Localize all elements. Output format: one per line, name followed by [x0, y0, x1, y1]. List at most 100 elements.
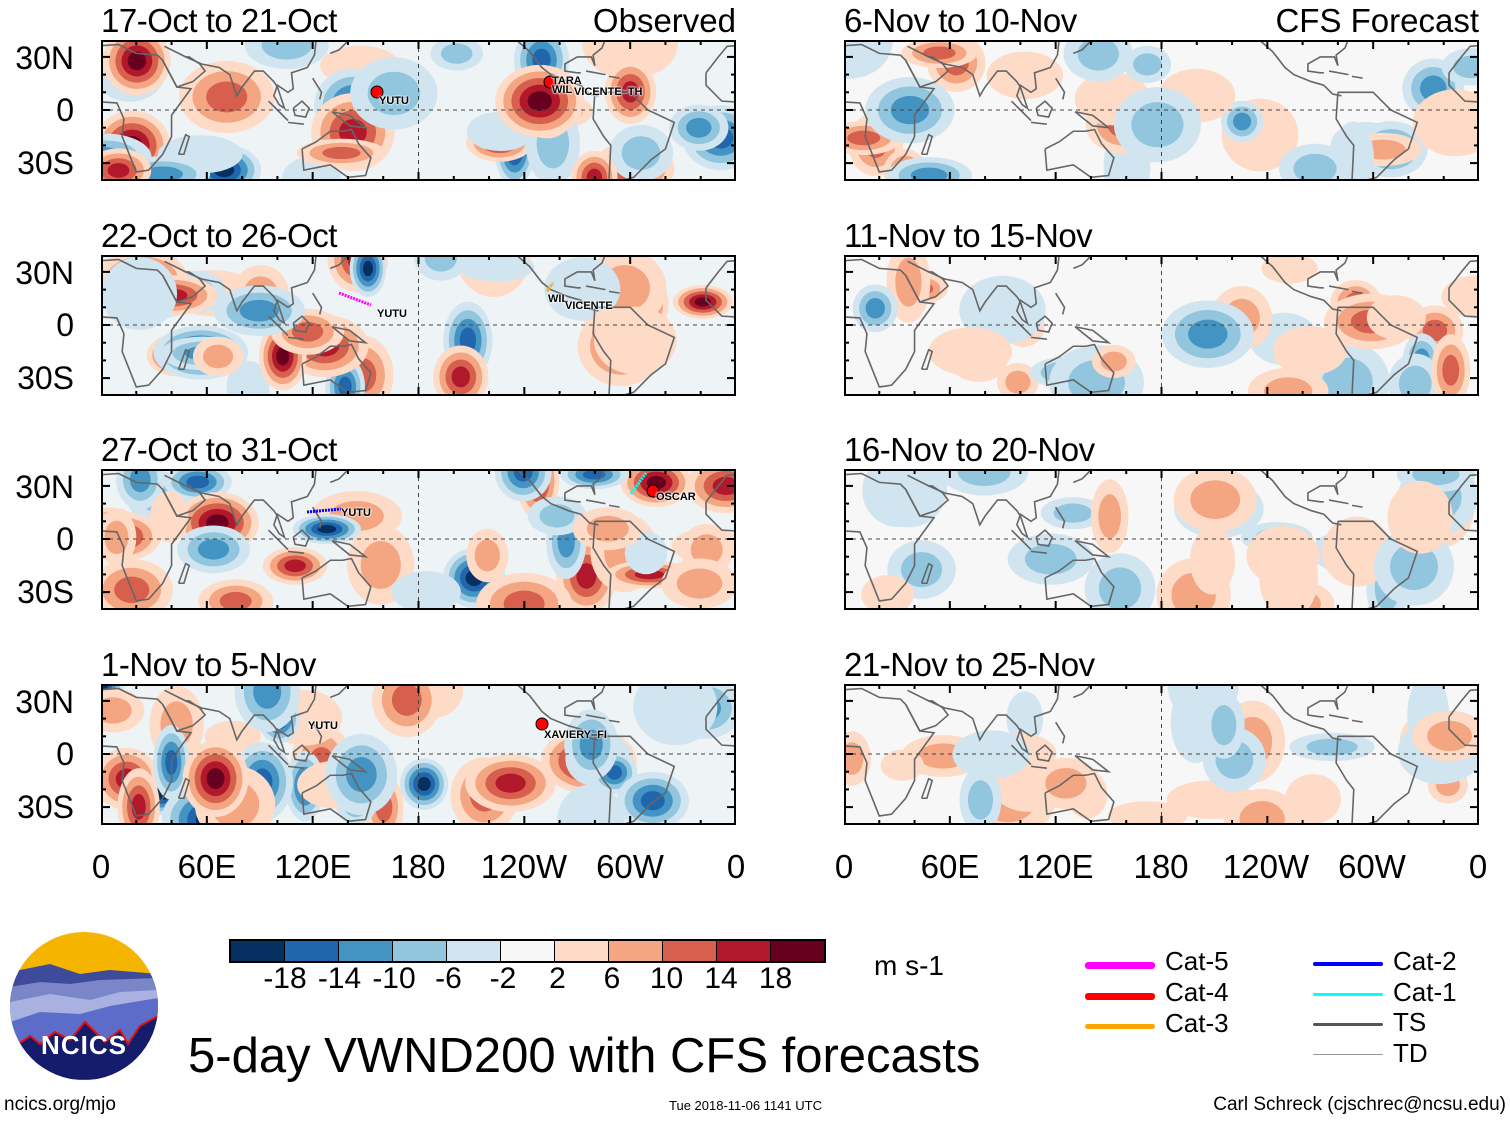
lat-label: 0: [56, 521, 74, 557]
coastline: [928, 684, 1060, 755]
coastline: [564, 255, 607, 289]
contour-blob: [844, 40, 893, 79]
site-url[interactable]: ncics.org/mjo: [4, 1094, 116, 1115]
contour-blob: [582, 469, 606, 480]
lon-label: 0: [91, 848, 111, 885]
storm-track: [629, 472, 648, 495]
lat-axis: 30N 0 30S: [0, 469, 74, 610]
contour-blob: [1189, 526, 1236, 595]
contour-blob: [1100, 351, 1127, 372]
contour-blob: [107, 163, 130, 178]
coastline: [1328, 499, 1349, 505]
coastline: [301, 557, 372, 608]
coastline: [1044, 343, 1115, 394]
panel-title: 27-Oct to 31-Oct: [101, 431, 337, 468]
coastline: [1351, 75, 1363, 79]
contour-blob: [1246, 526, 1320, 586]
coastline: [311, 77, 323, 100]
vwnd-field: [844, 40, 1479, 181]
coastline: [608, 290, 620, 294]
storm-label: OSCAR: [656, 491, 696, 503]
coastline: [1035, 744, 1054, 762]
contour-blob: [503, 590, 545, 610]
coastline: [1074, 539, 1112, 558]
coastline: [101, 687, 193, 817]
contour-blob: [206, 768, 225, 790]
lat-label: 0: [56, 92, 74, 128]
legend-line: [1313, 962, 1383, 966]
coastline: [331, 110, 369, 129]
coastline: [1044, 557, 1115, 608]
contour-blob: [284, 559, 306, 573]
contour-blob: [576, 563, 597, 589]
lon-label: 60W: [596, 848, 664, 885]
vwnd-field: [101, 684, 736, 825]
coastline: [185, 40, 317, 111]
contour-blob: [127, 51, 147, 71]
contour-blob: [1427, 720, 1472, 752]
coastline: [564, 40, 607, 74]
coastline: [1351, 290, 1363, 294]
coastline: [185, 684, 317, 755]
contour-blob: [346, 757, 377, 792]
observed-label: Observed: [592, 2, 736, 39]
coastline: [920, 562, 934, 585]
contour-blob: [360, 541, 401, 589]
legend-line: [1085, 993, 1155, 1000]
coastline: [844, 472, 936, 602]
contour-blob: [579, 729, 603, 760]
colorbar-label: 18: [758, 962, 793, 995]
coastline: [101, 43, 193, 173]
coastline: [1035, 100, 1054, 118]
lon-label: 120W: [1222, 848, 1310, 885]
contour-blob: [694, 297, 711, 307]
coastline: [1054, 506, 1066, 529]
contour-blob: [1285, 774, 1341, 824]
contour-blob: [1133, 53, 1162, 76]
coastline: [1258, 40, 1342, 97]
panel-title: 1-Nov to 5-Nov: [101, 646, 316, 683]
contour-blob: [686, 117, 712, 138]
coastline: [331, 539, 369, 558]
coastline: [1351, 719, 1363, 723]
vwnd-field: [101, 255, 736, 396]
colorbar-label: 10: [649, 962, 684, 995]
coastline: [292, 529, 311, 547]
storm-track: [306, 507, 342, 514]
lon-label: 120W: [480, 848, 568, 885]
storm-label: VICENTE: [565, 300, 613, 312]
contour-blob: [1098, 567, 1142, 610]
map-panel: 17-Oct to 21-Oct Observed YUTU TARA WIL VICEN…: [101, 2, 736, 181]
coastline: [515, 469, 599, 526]
storm-track: [338, 291, 372, 307]
contour-blob: [1442, 354, 1460, 386]
contour-blob: [1398, 365, 1432, 396]
contour-blob: [1261, 255, 1318, 284]
coastline: [1073, 40, 1094, 55]
contour-blob: [847, 130, 881, 146]
coastline: [1030, 550, 1047, 554]
coastline: [585, 70, 606, 76]
colorbar-label: -6: [435, 962, 462, 995]
lon-label: 0: [726, 848, 746, 885]
coastline: [330, 684, 351, 699]
contour-blob: [544, 257, 621, 321]
contour-blob: [261, 40, 312, 60]
colorbar-swatch: [447, 941, 501, 961]
contour-blob: [1045, 767, 1087, 799]
contour-blob: [1412, 469, 1460, 486]
coastline: [1074, 110, 1112, 129]
contour-blob: [149, 490, 189, 543]
timestamp: Tue 2018-11-06 1141 UTC: [669, 1098, 822, 1113]
contour-blob: [633, 684, 718, 746]
contour-blob: [1211, 705, 1237, 746]
contour-blob: [865, 298, 885, 319]
coastline: [177, 777, 191, 800]
storm-label: VICENTE–TH: [574, 86, 643, 98]
contour-blob: [1005, 370, 1031, 394]
coastline: [311, 721, 323, 744]
coastline: [1054, 721, 1066, 744]
contour-blob: [1239, 801, 1285, 825]
contour-blob: [676, 568, 723, 599]
legend-label: Cat-2: [1393, 946, 1457, 976]
